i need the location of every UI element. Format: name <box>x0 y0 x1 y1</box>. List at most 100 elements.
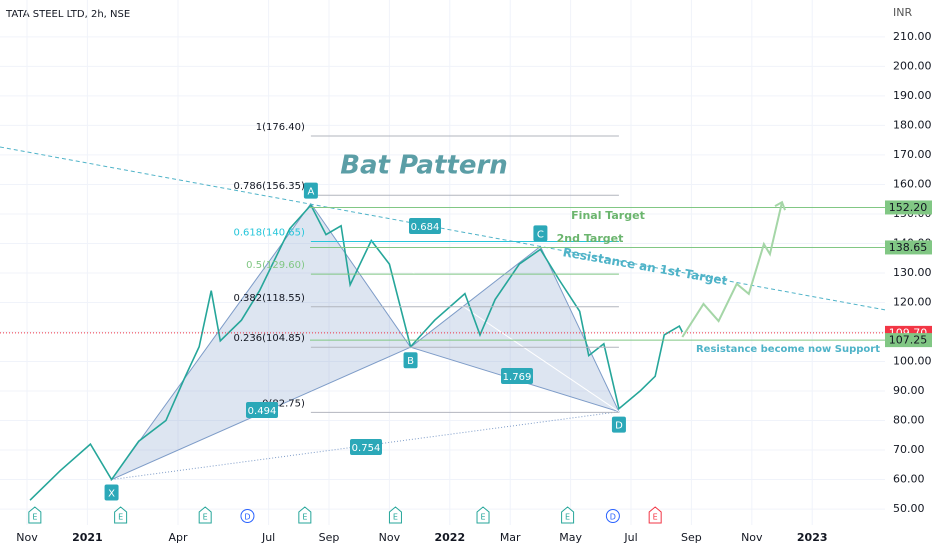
annotation: 2nd Target <box>557 232 624 245</box>
y-tick-label: 80.00 <box>893 414 925 427</box>
level-box <box>885 333 932 348</box>
event-marker: E <box>198 506 212 524</box>
y-tick-label: 70.00 <box>893 443 925 456</box>
event-marker: E <box>561 506 575 524</box>
y-tick-label: 200.00 <box>893 59 932 72</box>
ratio-box <box>246 402 278 418</box>
ratio-box <box>409 218 441 234</box>
point-box <box>403 352 418 369</box>
event-label: E <box>32 513 37 522</box>
fib-label: 0(82.75) <box>262 398 305 409</box>
currency: INR <box>893 6 912 19</box>
ratio-label: 1.769 <box>503 372 532 383</box>
y-tick-label: 160.00 <box>893 177 932 190</box>
price-line <box>29 203 684 501</box>
event-marker: D <box>605 509 620 523</box>
x-tick-label: Jul <box>623 531 637 544</box>
event-marker: E <box>114 506 128 524</box>
x-tick-label: Jul <box>261 531 275 544</box>
y-tick-label: 130.00 <box>893 266 932 279</box>
x-tick-label: Apr <box>168 531 188 544</box>
x-tick-label: Sep <box>681 531 702 544</box>
x-tick-label: Mar <box>500 531 521 544</box>
point-label: X <box>108 489 115 500</box>
fib-label: 0.236(104.85) <box>233 333 305 344</box>
point-box <box>303 182 318 199</box>
event-shape <box>240 509 255 523</box>
event-marker: D <box>240 509 255 523</box>
event-label: E <box>118 513 123 522</box>
x-tick-label: 2023 <box>797 531 828 544</box>
point-box <box>611 416 626 433</box>
event-shape <box>476 506 490 524</box>
ratio-box <box>501 368 533 384</box>
event-label: D <box>610 513 616 522</box>
level-box <box>885 200 932 215</box>
fib-label: 0.5(129.60) <box>246 260 305 271</box>
event-shape <box>298 506 312 524</box>
chart-title: Bat Pattern <box>340 151 508 181</box>
trendline <box>0 146 886 311</box>
projection <box>681 201 783 338</box>
y-tick-label: 170.00 <box>893 148 932 161</box>
y-tick-label: 120.00 <box>893 295 932 308</box>
event-marker: E <box>388 506 402 524</box>
level-label: 107.25 <box>889 334 928 347</box>
annotation: Final Target <box>571 209 645 222</box>
event-label: E <box>480 513 485 522</box>
pattern-leg <box>310 203 620 413</box>
y-tick-label: 210.00 <box>893 30 932 43</box>
ratio-label: 0.494 <box>248 406 277 417</box>
event-label: E <box>203 513 208 522</box>
point-box <box>104 484 119 501</box>
arrow-head <box>774 200 786 211</box>
x-tick-label: Nov <box>16 531 38 544</box>
ratio-box <box>350 439 382 455</box>
header: TATA STEEL LTD, 2h, NSE <box>5 9 130 20</box>
x-tick-label: May <box>559 531 582 544</box>
x-tick-label: 2022 <box>434 531 465 544</box>
event-label: E <box>565 513 570 522</box>
fib-label: 0.618(140.65) <box>233 228 305 239</box>
event-label: E <box>653 513 658 522</box>
x-tick-label: Sep <box>319 531 340 544</box>
event-label: E <box>302 513 307 522</box>
event-shape <box>198 506 212 524</box>
fib-label: 1(176.40) <box>256 122 305 133</box>
event-marker: E <box>648 506 662 524</box>
event-shape <box>561 506 575 524</box>
x-tick-label: Nov <box>741 531 763 544</box>
event-shape <box>28 506 42 524</box>
point-label: A <box>307 187 314 198</box>
event-shape <box>388 506 402 524</box>
event-marker: E <box>28 506 42 524</box>
event-marker: E <box>298 506 312 524</box>
event-label: E <box>393 513 398 522</box>
point-box <box>533 225 548 242</box>
point-label: C <box>537 229 544 240</box>
y-tick-label: 50.00 <box>893 502 925 515</box>
event-shape <box>648 506 662 524</box>
event-label: D <box>244 513 250 522</box>
event-marker: E <box>476 506 490 524</box>
y-tick-label: 100.00 <box>893 355 932 368</box>
fib-label: 0.382(118.55) <box>233 293 305 304</box>
point-label: D <box>615 421 623 432</box>
y-tick-label: 180.00 <box>893 118 932 131</box>
event-shape <box>605 509 620 523</box>
x-tick-label: 2021 <box>72 531 103 544</box>
annotation: Resistance become now Support <box>696 344 880 355</box>
y-tick-label: 90.00 <box>893 384 925 397</box>
level-label: 138.65 <box>889 241 928 254</box>
ratio-label: 0.754 <box>352 443 381 454</box>
event-shape <box>114 506 128 524</box>
fib-label: 0.786(156.35) <box>233 181 305 192</box>
y-tick-label: 60.00 <box>893 473 925 486</box>
level-label: 152.20 <box>889 201 928 214</box>
level-box <box>885 240 932 255</box>
ratio-label: 0.684 <box>411 222 440 233</box>
point-label: B <box>407 356 414 367</box>
y-tick-label: 190.00 <box>893 89 932 102</box>
